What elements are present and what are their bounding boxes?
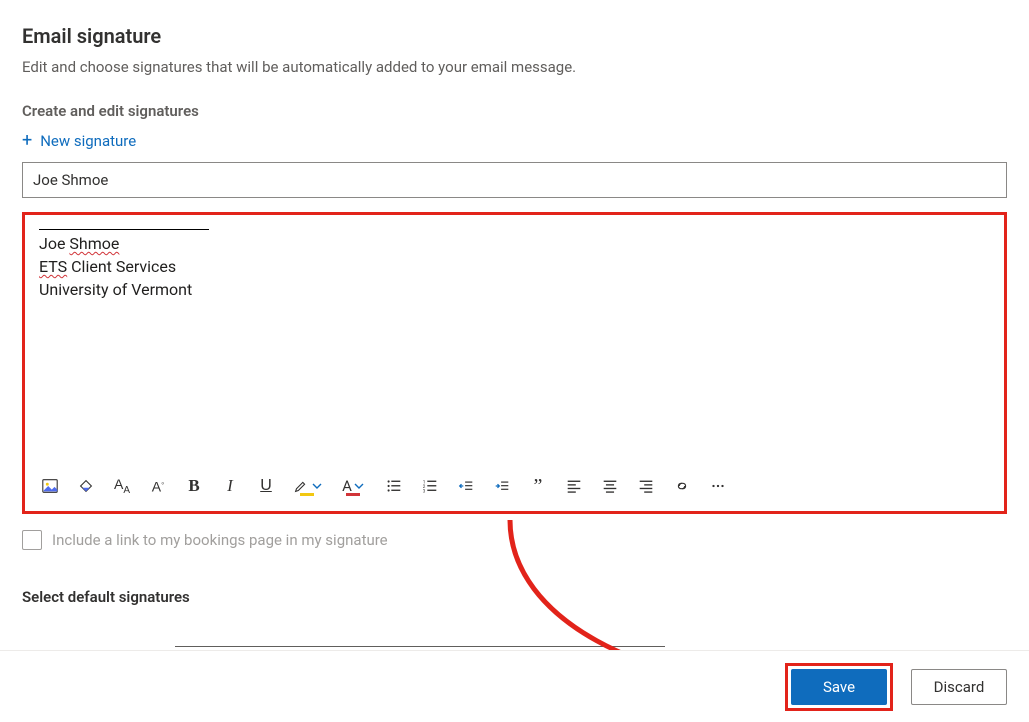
chevron-down-icon	[354, 481, 364, 491]
link-icon	[673, 477, 691, 495]
save-button-highlight: Save	[785, 663, 893, 711]
outdent-icon	[457, 477, 475, 495]
save-button[interactable]: Save	[791, 669, 887, 705]
highlight-color-swatch	[300, 493, 314, 496]
svg-text:3: 3	[423, 488, 426, 494]
picture-icon	[41, 477, 59, 495]
bold-button[interactable]: B	[179, 471, 209, 501]
plus-icon: +	[22, 132, 32, 150]
italic-icon: I	[227, 476, 233, 496]
chevron-down-icon	[312, 481, 322, 491]
indent-icon	[493, 477, 511, 495]
horizontal-rule	[39, 229, 209, 230]
bold-icon: B	[188, 476, 199, 496]
page-subtitle: Edit and choose signatures that will be …	[22, 58, 1007, 76]
select-default-label: Select default signatures	[22, 588, 1007, 606]
dialog-footer: Save Discard	[0, 650, 1029, 722]
new-signature-button[interactable]: + New signature	[22, 132, 136, 150]
italic-button[interactable]: I	[215, 471, 245, 501]
bullets-icon	[385, 477, 403, 495]
font-color-button[interactable]: A	[333, 471, 373, 501]
paint-icon	[77, 477, 95, 495]
underline-icon: U	[260, 477, 272, 495]
editor-toolbar: AA A◦ B I U A 123	[25, 465, 1004, 511]
signature-editor[interactable]: Joe Shmoe ETS Client Services University…	[22, 212, 1007, 514]
align-left-icon	[565, 477, 583, 495]
numbering-icon: 123	[421, 477, 439, 495]
bullets-button[interactable]	[379, 471, 409, 501]
signature-editor-body[interactable]: Joe Shmoe ETS Client Services University…	[25, 215, 1004, 465]
font-size-button[interactable]: A◦	[143, 471, 173, 501]
discard-button[interactable]: Discard	[911, 669, 1007, 705]
font-name-button[interactable]: AA	[107, 471, 137, 501]
align-center-button[interactable]	[595, 471, 625, 501]
indent-button[interactable]	[487, 471, 517, 501]
format-painter-button[interactable]	[71, 471, 101, 501]
align-center-icon	[601, 477, 619, 495]
align-left-button[interactable]	[559, 471, 589, 501]
font-size-icon: A◦	[152, 478, 165, 495]
insert-link-button[interactable]	[667, 471, 697, 501]
quote-button[interactable]: ”	[523, 471, 553, 501]
align-right-button[interactable]	[631, 471, 661, 501]
more-options-button[interactable]	[703, 471, 733, 501]
bookings-checkbox[interactable]	[22, 530, 42, 550]
new-signature-label: New signature	[40, 132, 136, 150]
sig-line-3: University of Vermont	[39, 278, 990, 301]
insert-picture-button[interactable]	[35, 471, 65, 501]
outdent-button[interactable]	[451, 471, 481, 501]
create-section-label: Create and edit signatures	[22, 102, 1007, 120]
signature-name-value: Joe Shmoe	[33, 171, 108, 189]
numbering-button[interactable]: 123	[415, 471, 445, 501]
signature-name-input[interactable]: Joe Shmoe	[22, 162, 1007, 198]
page-title: Email signature	[22, 24, 1007, 48]
bookings-link-option: Include a link to my bookings page in my…	[22, 530, 1007, 550]
font-name-icon: AA	[114, 476, 130, 496]
sig-line-1: Joe Shmoe	[39, 232, 990, 255]
ellipsis-icon	[709, 477, 727, 495]
align-right-icon	[637, 477, 655, 495]
sig-line-2: ETS Client Services	[39, 255, 990, 278]
highlight-button[interactable]	[287, 471, 327, 501]
bookings-label: Include a link to my bookings page in my…	[52, 531, 388, 549]
quote-icon: ”	[534, 481, 543, 491]
divider-line	[175, 646, 665, 647]
font-color-swatch	[346, 493, 360, 496]
underline-button[interactable]: U	[251, 471, 281, 501]
